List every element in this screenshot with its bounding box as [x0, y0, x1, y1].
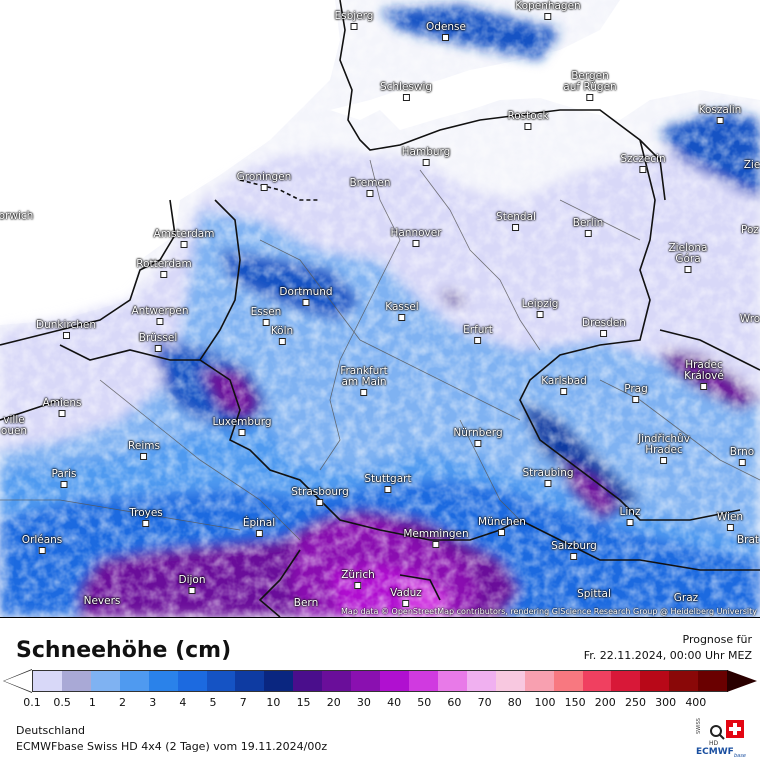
colorbar-segment: [322, 671, 352, 691]
colorbar-segment: [33, 671, 62, 691]
colorbar-tick-label: 50: [417, 696, 432, 709]
colorbar-tick-label: 7: [239, 696, 247, 709]
colorbar-tick-label: 70: [477, 696, 492, 709]
colorbar-segment: [408, 671, 438, 691]
colorbar-tick-label: 10: [266, 696, 281, 709]
colorbar-tick-label: 1: [88, 696, 96, 709]
search-icon: [710, 725, 722, 737]
colorbar-segment: [61, 671, 91, 691]
region-label: Deutschland: [16, 724, 86, 737]
colorbar-segment: [90, 671, 120, 691]
colorbar-segment: [351, 671, 381, 691]
legend-panel: Schneehöhe (cm) Prognose für Fr. 22.11.2…: [0, 618, 760, 760]
swiss-hd-ecmwf-logo: SWISS HD ECMWF base: [696, 718, 746, 758]
forecast-label: Prognose für: [682, 633, 753, 646]
colorbar-segment: [640, 671, 670, 691]
logo-ecmwf-text: ECMWF: [696, 747, 734, 757]
colorbar-tick-label: 15: [296, 696, 311, 709]
colorbar: [32, 670, 728, 692]
colorbar-under-arrow: [4, 670, 32, 692]
colorbar-tick-label: 5: [209, 696, 217, 709]
map-canvas: [0, 0, 760, 617]
snow-depth-map[interactable]: Esbjerg Kopenhagen Odense Schleswig Bergen au…: [0, 0, 760, 618]
colorbar-tick-label: 200: [594, 696, 616, 709]
colorbar-segment: [553, 671, 583, 691]
colorbar-tick-label: 3: [149, 696, 157, 709]
map-attribution: Map data © OpenStreetMap contributors, r…: [341, 607, 757, 616]
colorbar-tick-label: 20: [326, 696, 341, 709]
colorbar-segment: [380, 671, 409, 691]
borders: [0, 0, 760, 617]
colorbar-segment: [698, 671, 728, 691]
model-run-label: ECMWFbase Swiss HD 4x4 (2 Tage) vom 19.1…: [16, 740, 328, 753]
logo-base-text: base: [734, 753, 746, 758]
colorbar-over-arrow: [727, 670, 757, 692]
colorbar-segment: [495, 671, 525, 691]
colorbar-segment: [119, 671, 149, 691]
colorbar-tick-label: 0.5: [53, 696, 71, 709]
colorbar-tick-label: 400: [685, 696, 707, 709]
colorbar-segment: [293, 671, 323, 691]
colorbar-tick-label: 30: [356, 696, 371, 709]
colorbar-segment: [206, 671, 236, 691]
colorbar-tick-label: 250: [624, 696, 646, 709]
colorbar-segment: [177, 671, 207, 691]
colorbar-segment: [582, 671, 612, 691]
colorbar-ticks: 0.1 0.5 1 2 3 4 5 7 10 15 20 30 40 50 60 70 80 100 150 200 2…: [23, 696, 726, 710]
colorbar-tick-label: 60: [447, 696, 462, 709]
colorbar-tick-label: 300: [655, 696, 677, 709]
colorbar-tick-label: 80: [507, 696, 522, 709]
minor-borders: [0, 159, 760, 541]
colorbar-segment: [669, 671, 699, 691]
colorbar-tick-label: 2: [119, 696, 127, 709]
legend-title: Schneehöhe (cm): [16, 638, 232, 663]
logo-hd-text: HD: [709, 740, 719, 747]
colorbar-segment: [466, 671, 496, 691]
forecast-time: Fr. 22.11.2024, 00:00 Uhr MEZ: [583, 649, 752, 662]
logo-swiss-text: SWISS: [696, 718, 702, 734]
colorbar-tick-label: 0.1: [23, 696, 41, 709]
colorbar-segment: [437, 671, 467, 691]
colorbar-tick-label: 100: [534, 696, 556, 709]
colorbar-segment: [235, 671, 265, 691]
colorbar-segment: [524, 671, 554, 691]
forecast-info: Prognose für Fr. 22.11.2024, 00:00 Uhr M…: [584, 632, 752, 664]
colorbar-segment: [148, 671, 178, 691]
colorbar-tick-label: 40: [387, 696, 402, 709]
colorbar-segment: [611, 671, 641, 691]
colorbar-tick-label: 150: [564, 696, 586, 709]
colorbar-segment: [264, 671, 294, 691]
colorbar-tick-label: 4: [179, 696, 187, 709]
